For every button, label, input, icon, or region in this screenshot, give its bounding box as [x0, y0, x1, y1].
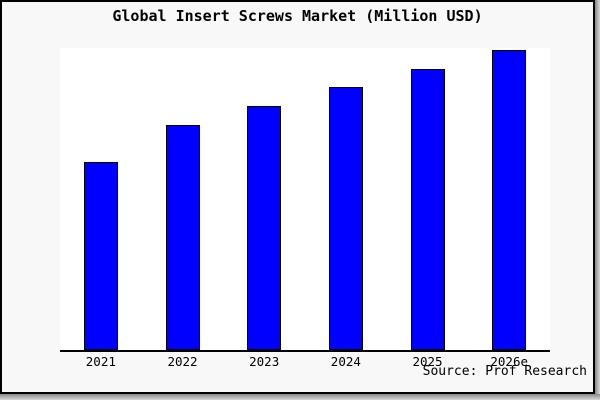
x-tick-label-2026e: 2026e: [490, 354, 529, 369]
x-tick-label-2024: 2024: [330, 354, 361, 369]
x-axis-labels: 2021 2022 2023 2024 2025 2026e: [60, 354, 550, 369]
bar-slot: [142, 48, 224, 350]
x-tick-label-2021: 2021: [85, 354, 116, 369]
bar-slot: [60, 48, 142, 350]
x-tick-label-2023: 2023: [249, 354, 280, 369]
x-tick-label-2025: 2025: [412, 354, 443, 369]
bar-2022: [165, 125, 200, 350]
bar-2024: [328, 87, 363, 350]
bar-slot: [387, 48, 469, 350]
bar-slot: [468, 48, 550, 350]
chart-title: Global Insert Screws Market (Million USD…: [112, 7, 483, 25]
bar-2021: [83, 162, 118, 350]
page-shadow-bottom-edge: [0, 394, 600, 400]
chart-figure: Global Insert Screws Market (Million USD…: [0, 0, 595, 394]
x-tick-label-2022: 2022: [167, 354, 198, 369]
bar-2025: [410, 69, 445, 350]
source-credit: Source: Prof Research: [422, 364, 587, 379]
bar-slot: [223, 48, 305, 350]
bars-row: [60, 48, 550, 350]
bar-2026e: [492, 50, 527, 350]
page-shadow-right-edge: [595, 0, 600, 400]
bar-2023: [247, 106, 282, 350]
plot-area: [60, 48, 550, 352]
bar-slot: [305, 48, 387, 350]
